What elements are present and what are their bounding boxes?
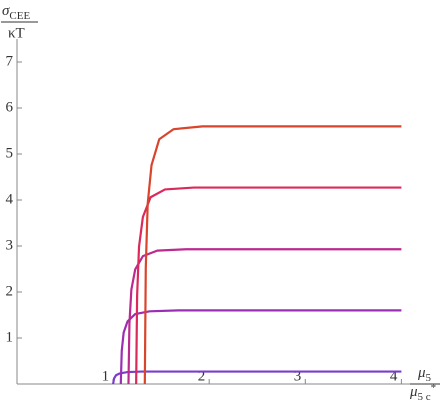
curve bbox=[112, 370, 402, 385]
subscript: CEE bbox=[9, 10, 30, 22]
superscript: * bbox=[431, 382, 437, 394]
symbol: μ bbox=[417, 365, 426, 381]
y-tick-label: 6 bbox=[6, 99, 14, 115]
y-tick-label: 7 bbox=[6, 53, 14, 69]
x-tick-label: 1 bbox=[102, 368, 110, 384]
x-axis-label: μ5 μ5 c* bbox=[409, 365, 440, 402]
x-tick-label: 3 bbox=[294, 368, 302, 384]
y-tick-label: 4 bbox=[6, 191, 14, 207]
y-tick-label: 3 bbox=[6, 237, 14, 253]
x-label-numerator: μ5 bbox=[417, 365, 432, 383]
subscript: 5 c bbox=[418, 391, 431, 402]
subscript: 5 bbox=[426, 372, 432, 384]
y-axis-label: σCEE κT bbox=[1, 3, 38, 41]
symbol: σ bbox=[2, 3, 10, 19]
curve bbox=[119, 309, 402, 385]
curve bbox=[135, 186, 402, 385]
y-label-numerator: σCEE bbox=[2, 3, 30, 21]
y-tick-label: 2 bbox=[6, 283, 14, 299]
curve bbox=[143, 125, 402, 385]
y-tick-label: 5 bbox=[6, 145, 14, 161]
y-label-denominator: κT bbox=[8, 25, 25, 41]
x-tick-label: 4 bbox=[390, 368, 398, 384]
curve bbox=[127, 248, 402, 385]
x-label-denominator: μ5 c* bbox=[409, 382, 436, 402]
symbol: μ bbox=[409, 384, 418, 400]
y-tick-label: 1 bbox=[6, 329, 14, 345]
x-tick-label: 2 bbox=[198, 368, 206, 384]
